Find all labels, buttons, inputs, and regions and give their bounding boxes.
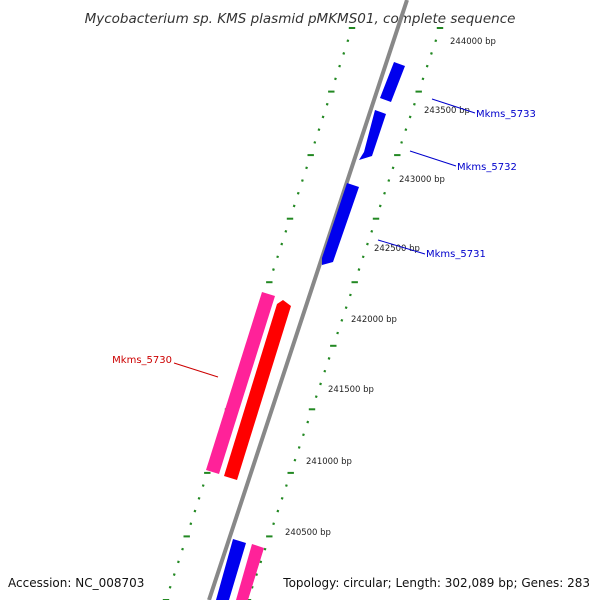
gene-label-mkms-5733[interactable]: Mkms_5733 xyxy=(476,109,536,120)
tick-label: 243000 bp xyxy=(399,175,445,185)
inner-dot-track-mark xyxy=(387,179,391,182)
tick-label: 242000 bp xyxy=(351,315,397,325)
inner-dot-track-mark xyxy=(344,306,348,310)
bottom-pink-feature[interactable] xyxy=(236,544,264,600)
outer-dot-track-mark xyxy=(193,509,197,513)
inner-dot-track-mark xyxy=(323,369,327,373)
outer-dot-track-mark xyxy=(189,522,193,526)
outer-dot-track-mark xyxy=(276,255,279,259)
outer-dot-track-mark xyxy=(172,573,176,576)
tick-label: 240500 bp xyxy=(285,528,331,538)
inner-dot-track-mark xyxy=(430,52,433,55)
outer-dot-track-mark xyxy=(313,141,317,144)
features xyxy=(206,62,405,600)
outer-dot-track-mark xyxy=(168,585,172,589)
outer-dot-track-mark xyxy=(197,496,201,500)
tick-label: 242500 bp xyxy=(374,244,420,254)
inner-dot-track-mark xyxy=(314,395,318,399)
inner-dot-track-mark xyxy=(336,331,339,335)
outer-dot-track-mark xyxy=(181,547,184,551)
inner-dot-track-mark xyxy=(370,229,374,233)
inner-dot-track-mark xyxy=(293,458,297,462)
tick-label: 241500 bp xyxy=(328,385,374,395)
inner-dot-track-mark xyxy=(259,560,263,564)
tick-labels: 244000 bp 243500 bp 243000 bp 242500 bp … xyxy=(285,37,496,538)
inner-dot-track-mark xyxy=(357,268,361,271)
backbone-line xyxy=(207,0,409,600)
inner-dot-track-mark xyxy=(404,128,408,132)
gene-mkms-5733-arrow[interactable] xyxy=(380,62,405,102)
outer-dot-track-mark xyxy=(284,229,288,233)
outer-dot-track-mark xyxy=(280,242,284,246)
outer-dot-track-mark xyxy=(338,64,341,68)
inner-dot-track-mark xyxy=(400,141,403,144)
inner-dot-track-mark xyxy=(421,77,425,81)
inner-dot-track-mark xyxy=(302,433,305,437)
outer-dot-track-mark xyxy=(305,166,308,170)
outer-dot-track-mark xyxy=(346,39,350,43)
gene-mkms-5730-cds[interactable] xyxy=(224,300,291,480)
gene-label-mkms-5732[interactable]: Mkms_5732 xyxy=(457,162,517,173)
inner-dot-track-mark xyxy=(340,318,344,322)
inner-dot-track-mark xyxy=(250,585,254,589)
inner-dot-track-mark xyxy=(425,64,429,68)
inner-dot-track-mark xyxy=(391,166,395,170)
outer-dot-track-mark xyxy=(272,268,275,271)
leader-line-mkms-5732 xyxy=(409,150,457,167)
inner-dot-track-mark xyxy=(383,191,386,195)
gene-label-mkms-5730[interactable]: Mkms_5730 xyxy=(112,355,172,366)
inner-dot-track-mark xyxy=(349,293,352,297)
leader-line-mkms-5731 xyxy=(377,239,426,255)
outer-dot-track-mark xyxy=(342,52,346,55)
inner-dot-track-mark xyxy=(366,242,369,246)
outer-dot-track-mark xyxy=(334,77,337,81)
outer-dot-track-mark xyxy=(325,102,329,106)
inner-dot-track-mark xyxy=(285,484,288,487)
tick-label: 243500 bp xyxy=(424,106,470,116)
inner-dot-track-mark xyxy=(276,509,280,513)
outer-dot-track-mark xyxy=(301,179,304,182)
inner-dot-track-mark xyxy=(327,357,331,360)
inner-dot-track-mark xyxy=(280,496,284,500)
inner-dot-track-mark xyxy=(319,382,322,386)
outer-dot-track-mark xyxy=(317,128,321,132)
map-title: Mycobacterium sp. KMS plasmid pMKMS01, c… xyxy=(85,11,516,27)
inner-dot-track-mark xyxy=(263,547,267,551)
leader-line-mkms-5733 xyxy=(431,98,476,114)
summary-text: Topology: circular; Length: 302,089 bp; … xyxy=(282,576,590,590)
inner-dot-track-mark xyxy=(272,522,275,526)
outer-dot-track-mark xyxy=(321,115,325,119)
inner-dot-track-mark xyxy=(413,102,416,106)
gene-mkms-5732-arrow[interactable] xyxy=(359,110,386,160)
gene-mkms-5731-arrow[interactable] xyxy=(322,183,359,265)
inner-dot-track-mark xyxy=(434,39,438,43)
inner-dot-track-mark xyxy=(306,420,310,424)
outer-dot-track-mark xyxy=(201,484,205,487)
inner-dot-track-mark xyxy=(408,115,412,119)
tick-label: 244000 bp xyxy=(450,37,496,47)
gene-label-mkms-5731[interactable]: Mkms_5731 xyxy=(426,249,486,260)
bottom-blue-cds[interactable] xyxy=(216,539,246,600)
tick-label: 241000 bp xyxy=(306,457,352,467)
outer-dot-track-mark xyxy=(296,191,300,195)
gene-labels: Mkms_5733 Mkms_5732 Mkms_5731 Mkms_5730 xyxy=(112,98,536,378)
outer-dot-track-mark xyxy=(177,560,180,564)
gene-mkms-5730-feature[interactable] xyxy=(206,292,275,474)
inner-dot-track-mark xyxy=(361,255,365,259)
leader-line-mkms-5730 xyxy=(173,362,219,378)
inner-dot-track-mark xyxy=(378,204,382,208)
inner-dot-track-mark xyxy=(255,573,258,576)
inner-dot-track-mark xyxy=(297,446,301,449)
outer-dot-track-mark xyxy=(292,204,296,208)
accession-text: Accession: NC_008703 xyxy=(8,576,144,590)
